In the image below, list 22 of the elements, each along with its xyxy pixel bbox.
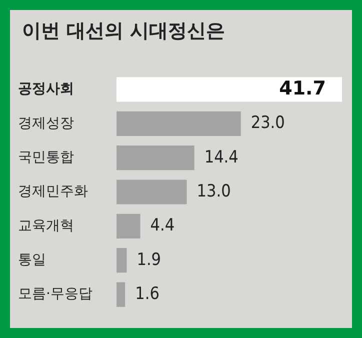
data-label: 1.9 — [136, 250, 162, 270]
data-label: 14.4 — [204, 147, 238, 168]
data-label: 13.0 — [196, 181, 231, 202]
y-tick-label: 모름·무응답 — [18, 286, 92, 302]
y-tick-label: 공정사회 — [18, 81, 74, 98]
data-label: 1.6 — [135, 284, 160, 304]
data-label: 4.4 — [150, 216, 175, 236]
data-label: 23.0 — [250, 113, 285, 134]
bar — [116, 248, 127, 273]
chart-title: 이번 대선의 시대정신은 — [22, 19, 226, 44]
y-tick-label: 경제민주화 — [18, 184, 88, 200]
bar — [116, 282, 126, 307]
bar — [116, 111, 241, 136]
bar — [116, 146, 194, 170]
bar — [116, 77, 342, 102]
y-tick-label: 통일 — [18, 252, 46, 268]
data-label: 41.7 — [279, 77, 326, 100]
bar — [116, 214, 140, 238]
y-tick-label: 경제성장 — [18, 115, 74, 132]
y-tick-label: 국민통합 — [18, 149, 74, 166]
y-tick-label: 교육개혁 — [18, 218, 74, 234]
bar — [116, 180, 187, 204]
